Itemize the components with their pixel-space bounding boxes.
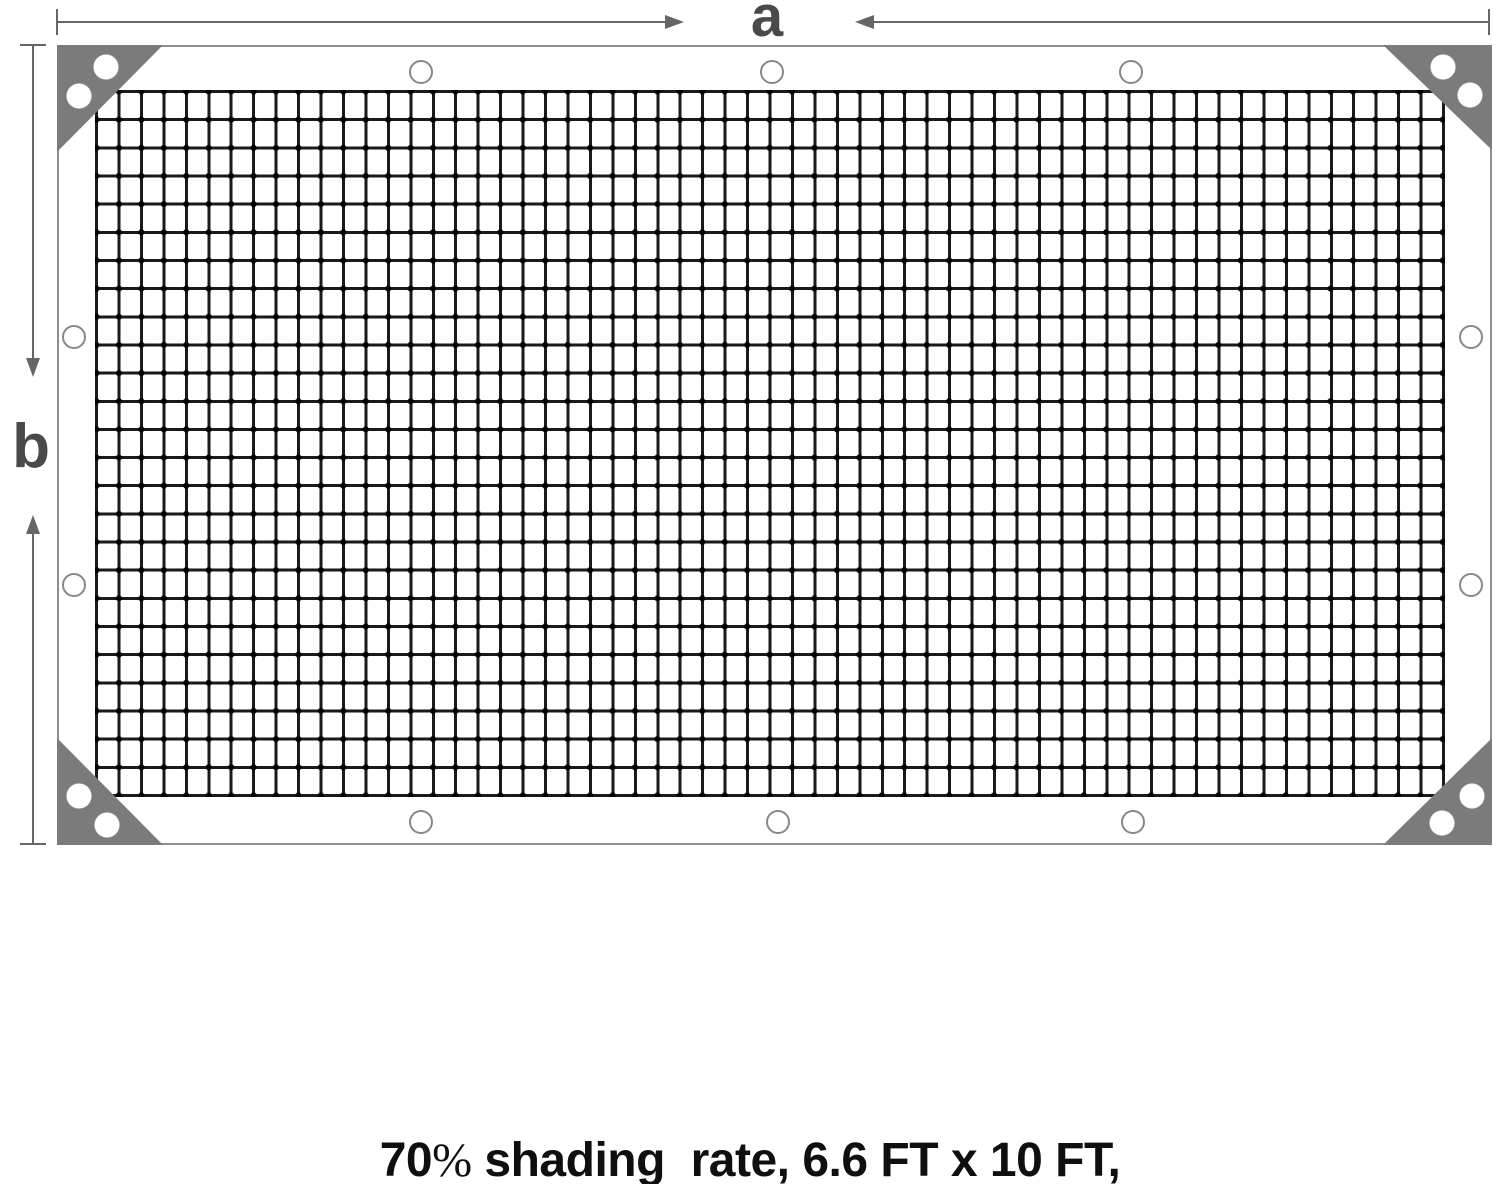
arrowhead-left-icon	[855, 15, 874, 29]
grommet-hole	[766, 810, 790, 834]
caption-line-1: 70% shading rate, 6.6 FT x 10 FT,	[0, 1124, 1500, 1184]
grommet-hole	[409, 60, 433, 84]
caption: 70% shading rate, 6.6 FT x 10 FT, there …	[0, 976, 1500, 1184]
width-dim-line-left	[57, 21, 666, 23]
width-dimension-label: a	[750, 0, 784, 49]
grommet-hole	[1459, 325, 1483, 349]
grommet-hole	[1121, 810, 1145, 834]
arrowhead-right-icon	[665, 15, 684, 29]
height-dim-line-top	[32, 46, 34, 359]
grommet-hole	[409, 810, 433, 834]
grommet-hole	[1459, 573, 1483, 597]
height-dimension-label: b	[12, 412, 50, 481]
grommet-hole	[1119, 60, 1143, 84]
arrowhead-down-icon	[26, 358, 40, 377]
height-dim-line-bottom	[32, 533, 34, 844]
grommet-hole	[62, 573, 86, 597]
arrowhead-up-icon	[26, 515, 40, 534]
caption-line-1-rest: shading rate, 6.6 FT x 10 FT,	[471, 1134, 1121, 1184]
grommet-hole	[62, 325, 86, 349]
width-dim-line-right	[873, 21, 1489, 23]
caption-shading-number: 70	[379, 1134, 433, 1184]
height-dim-tick-bottom	[20, 843, 46, 845]
percent-sign: %	[432, 1134, 472, 1184]
mesh-grid	[95, 90, 1445, 797]
width-dim-tick-right	[1488, 9, 1490, 35]
grommet-hole	[760, 60, 784, 84]
height-dim-tick-top	[20, 44, 46, 46]
